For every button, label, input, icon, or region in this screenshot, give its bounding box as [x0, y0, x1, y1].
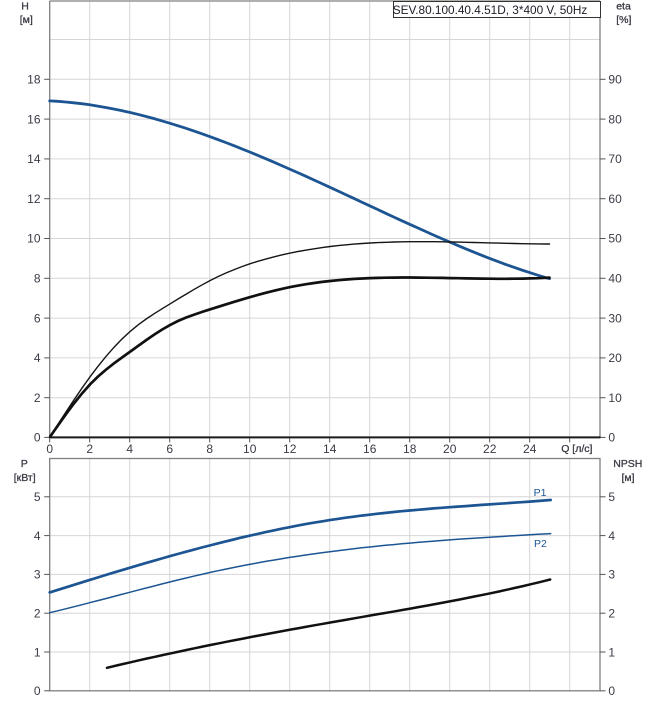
svg-text:6: 6 [166, 442, 173, 456]
svg-text:SEV.80.100.40.4.51D, 3*400 V,: SEV.80.100.40.4.51D, 3*400 V, 50Hz [393, 3, 588, 17]
svg-text:60: 60 [608, 192, 622, 206]
svg-text:1: 1 [608, 645, 615, 659]
svg-text:14: 14 [27, 152, 41, 166]
svg-text:P1: P1 [534, 487, 547, 499]
svg-text:8: 8 [34, 272, 41, 286]
svg-text:NPSH: NPSH [613, 458, 642, 470]
svg-text:30: 30 [608, 311, 622, 325]
svg-text:70: 70 [608, 152, 622, 166]
svg-text:4: 4 [126, 442, 133, 456]
svg-text:2: 2 [34, 607, 41, 621]
svg-text:22: 22 [483, 442, 497, 456]
svg-text:Q [л/с]: Q [л/с] [561, 443, 592, 455]
svg-text:2: 2 [34, 391, 41, 405]
svg-text:0: 0 [34, 431, 41, 445]
svg-text:3: 3 [34, 568, 41, 582]
svg-text:50: 50 [608, 232, 622, 246]
svg-text:18: 18 [27, 73, 41, 87]
svg-text:24: 24 [523, 442, 537, 456]
svg-text:5: 5 [34, 490, 41, 504]
svg-text:2: 2 [86, 442, 93, 456]
svg-text:14: 14 [323, 442, 337, 456]
svg-text:12: 12 [283, 442, 297, 456]
svg-text:10: 10 [243, 442, 257, 456]
svg-text:18: 18 [403, 442, 417, 456]
svg-text:3: 3 [608, 568, 615, 582]
svg-text:80: 80 [608, 112, 622, 126]
svg-text:H: H [21, 0, 29, 12]
svg-text:10: 10 [27, 232, 41, 246]
svg-text:16: 16 [363, 442, 377, 456]
svg-text:40: 40 [608, 272, 622, 286]
svg-text:P2: P2 [534, 538, 547, 550]
svg-text:0: 0 [34, 684, 41, 698]
svg-text:20: 20 [443, 442, 457, 456]
svg-text:5: 5 [608, 490, 615, 504]
svg-text:20: 20 [608, 351, 622, 365]
svg-text:0: 0 [608, 684, 615, 698]
svg-text:6: 6 [34, 311, 41, 325]
svg-text:2: 2 [608, 607, 615, 621]
svg-text:eta: eta [616, 0, 631, 12]
svg-text:8: 8 [206, 442, 213, 456]
svg-text:[м]: [м] [621, 472, 634, 484]
svg-text:0: 0 [608, 431, 615, 445]
svg-text:4: 4 [34, 529, 41, 543]
svg-text:1: 1 [34, 645, 41, 659]
svg-text:0: 0 [46, 442, 53, 456]
svg-text:[%]: [%] [616, 14, 631, 26]
svg-text:4: 4 [608, 529, 615, 543]
svg-text:90: 90 [608, 73, 622, 87]
svg-text:[м]: [м] [20, 14, 33, 26]
svg-text:4: 4 [34, 351, 41, 365]
svg-text:P: P [21, 458, 28, 470]
svg-text:16: 16 [27, 112, 41, 126]
svg-text:12: 12 [27, 192, 41, 206]
svg-text:[кВт]: [кВт] [14, 472, 36, 484]
svg-text:10: 10 [608, 391, 622, 405]
